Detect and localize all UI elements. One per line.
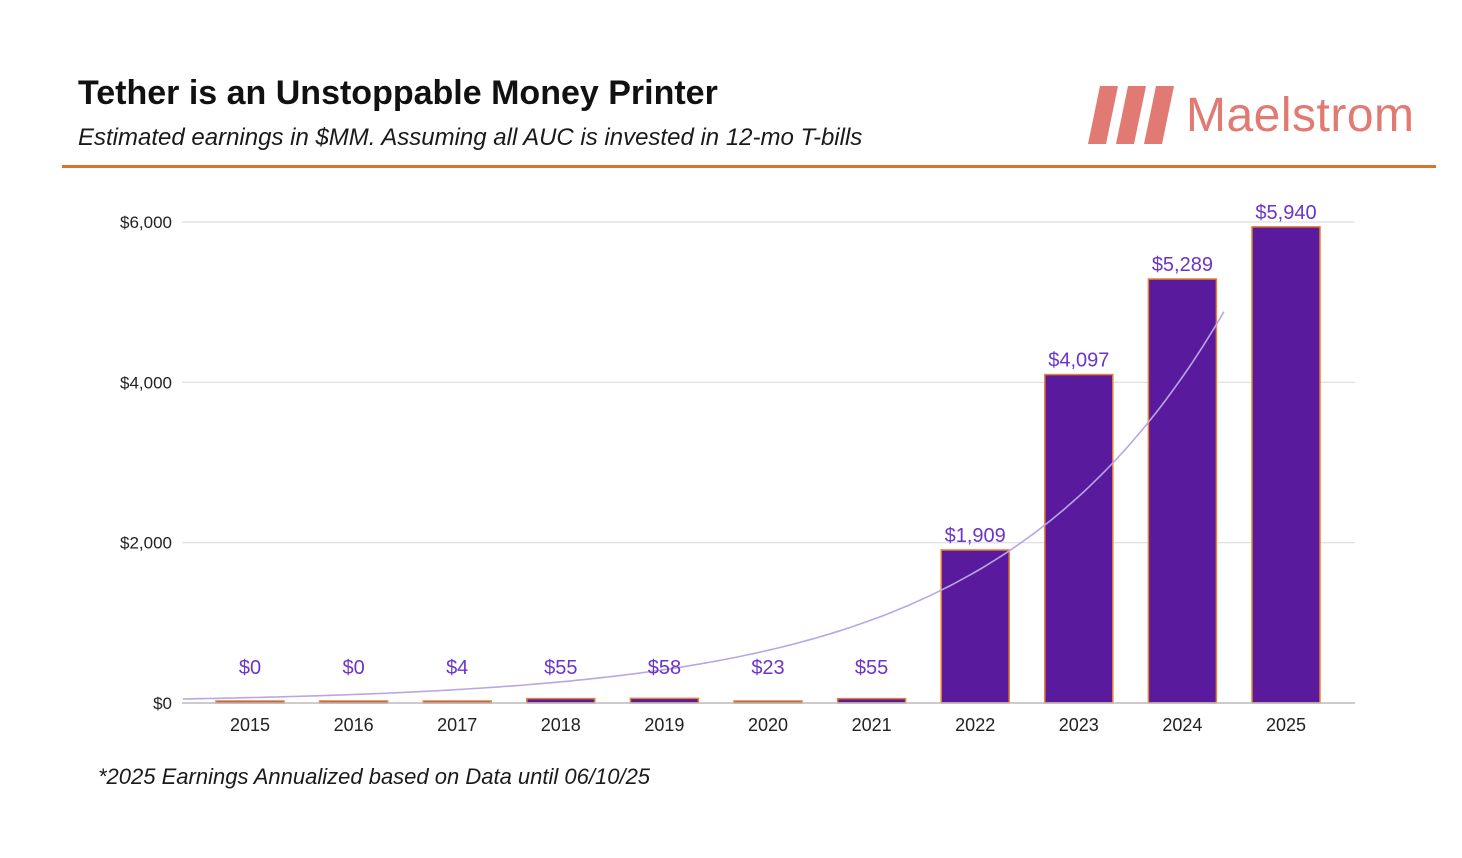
data-label: $23 (751, 657, 784, 679)
y-axis: $0 $2,000 $4,000 $6,000 (120, 213, 172, 713)
data-label: $0 (342, 657, 364, 679)
maelstrom-logo-icon (1088, 86, 1174, 144)
data-label: $4 (446, 657, 468, 679)
x-tick-label: 2016 (334, 715, 374, 735)
maelstrom-logo: Maelstrom (1086, 82, 1446, 152)
x-tick-label: 2021 (852, 715, 892, 735)
data-label: $58 (648, 657, 681, 679)
data-label: $4,097 (1048, 350, 1109, 372)
data-labels: $0 $0 $4 $55 $58 $23 $55 $1,909 $4,097 $5,289 $5,9… (239, 202, 1317, 679)
bar-2025 (1251, 226, 1321, 704)
chart-subtitle: Estimated earnings in $MM. Assuming all … (78, 124, 863, 151)
x-tick-label: 2015 (230, 715, 270, 735)
y-tick-label: $2,000 (120, 534, 172, 553)
data-label: $0 (239, 657, 261, 679)
x-tick-label: 2023 (1059, 715, 1099, 735)
trend-line (182, 311, 1225, 700)
y-tick-label: $4,000 (120, 373, 172, 392)
y-tick-label: $6,000 (120, 213, 172, 232)
chart-title: Tether is an Unstoppable Money Printer (78, 74, 718, 112)
data-label: $55 (544, 657, 577, 679)
data-label: $1,909 (945, 525, 1006, 547)
x-tick-label: 2022 (955, 715, 995, 735)
bar-2024 (1147, 278, 1218, 704)
data-label: $5,940 (1255, 202, 1316, 224)
x-tick-label: 2025 (1266, 715, 1306, 735)
bars (215, 226, 1321, 704)
y-tick-label: $0 (153, 694, 172, 713)
data-label: $5,289 (1152, 254, 1213, 276)
x-tick-label: 2019 (644, 715, 684, 735)
bar-2023 (1044, 373, 1114, 704)
footnote: *2025 Earnings Annualized based on Data … (98, 764, 651, 789)
x-tick-label: 2018 (541, 715, 581, 735)
x-tick-label: 2020 (748, 715, 788, 735)
x-axis: 2015 2016 2017 2018 2019 2020 2021 2022 2023 2024… (230, 715, 1306, 735)
header-divider (62, 165, 1436, 168)
x-tick-label: 2024 (1162, 715, 1202, 735)
maelstrom-logo-text: Maelstrom (1186, 89, 1415, 142)
data-label: $55 (855, 657, 888, 679)
bar-2022 (940, 549, 1010, 704)
x-tick-label: 2017 (437, 715, 477, 735)
